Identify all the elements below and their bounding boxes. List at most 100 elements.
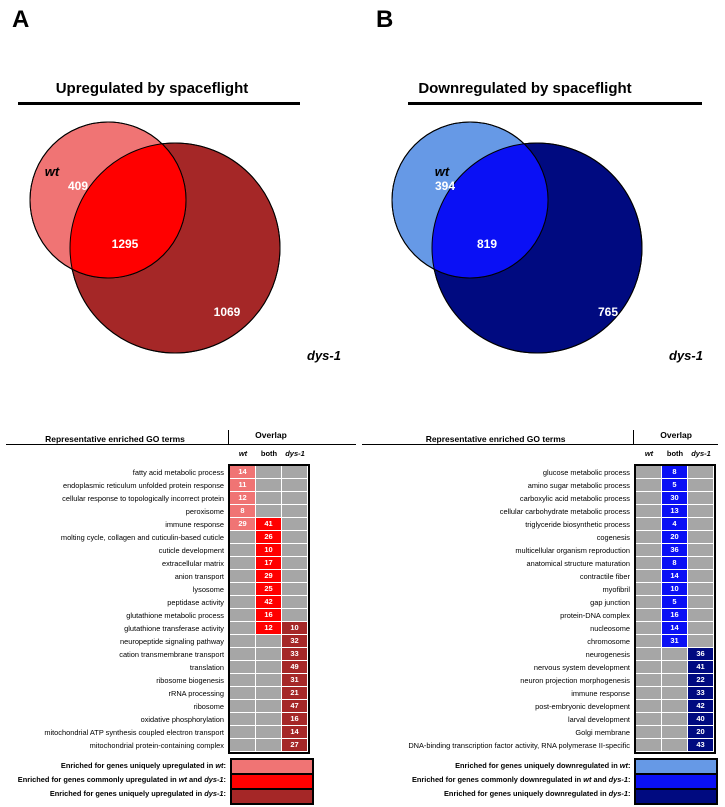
go-table-header: Representative enriched GO terms Overlap bbox=[362, 430, 718, 445]
overlap-cell: 8 bbox=[662, 557, 688, 570]
overlap-cell bbox=[256, 739, 282, 752]
table-row: 26 bbox=[230, 531, 308, 544]
legend-text-part: Enriched for genes commonly downregulate… bbox=[411, 775, 584, 784]
go-term-label: ribosome bbox=[193, 702, 224, 711]
overlap-cell: 33 bbox=[688, 687, 714, 700]
table-row: 21 bbox=[230, 687, 308, 700]
legend-text-part: : bbox=[223, 761, 226, 770]
legend-label: Enriched for genes commonly upregulated … bbox=[6, 773, 226, 787]
overlap-cell bbox=[256, 661, 282, 674]
overlap-cell bbox=[636, 570, 662, 583]
overlap-cell: 31 bbox=[662, 635, 688, 648]
legend-text-part: dys-1 bbox=[204, 775, 224, 784]
go-term-label: cellular response to topologically incor… bbox=[62, 494, 224, 503]
table-row: 47 bbox=[230, 700, 308, 713]
table-row: 12 10 bbox=[230, 622, 308, 635]
legend-text-part: dys-1 bbox=[608, 775, 628, 784]
panel-a-title-rule bbox=[18, 102, 300, 105]
overlap-cell bbox=[230, 700, 256, 713]
overlap-cell bbox=[688, 518, 714, 531]
overlap-cell bbox=[230, 531, 256, 544]
overlap-cell bbox=[256, 635, 282, 648]
overlap-cell bbox=[636, 466, 662, 479]
go-term-label: mitochondrial ATP synthesis coupled elec… bbox=[44, 728, 224, 737]
go-term-label: chromosome bbox=[587, 637, 630, 646]
legend-text-part: Enriched for genes uniquely downregulate… bbox=[455, 761, 620, 770]
legend-label: Enriched for genes uniquely upregulated … bbox=[6, 787, 226, 801]
overlap-cell bbox=[256, 687, 282, 700]
overlap-cell: 41 bbox=[256, 518, 282, 531]
legend-swatch bbox=[636, 760, 716, 775]
overlap-cell bbox=[230, 622, 256, 635]
legend-text-part: : bbox=[223, 789, 226, 798]
go-term-label: multicellular organism reproduction bbox=[515, 546, 630, 555]
overlap-cell bbox=[636, 713, 662, 726]
legend-text-part: wt bbox=[215, 761, 224, 770]
overlap-cell: 42 bbox=[256, 596, 282, 609]
venn-label-wt: wt bbox=[435, 164, 450, 179]
overlap-cell bbox=[256, 492, 282, 505]
go-term-label: immune response bbox=[571, 689, 630, 698]
venn-count-both: 1295 bbox=[112, 237, 139, 251]
overlap-cell: 10 bbox=[662, 583, 688, 596]
overlap-cell bbox=[282, 544, 308, 557]
go-term-label: neuron projection morphogenesis bbox=[520, 676, 630, 685]
overlap-cell: 30 bbox=[662, 492, 688, 505]
legend-labels: Enriched for genes uniquely downregulate… bbox=[362, 758, 634, 805]
go-term-label: neurogenesis bbox=[585, 650, 630, 659]
table-row: 40 bbox=[636, 713, 714, 726]
panel-b-go-table: Representative enriched GO terms Overlap w… bbox=[362, 430, 718, 805]
overlap-cell bbox=[636, 557, 662, 570]
overlap-cell bbox=[636, 492, 662, 505]
go-term-label: post-embryonic development bbox=[535, 702, 630, 711]
venn-label-dys1: dys-1 bbox=[307, 348, 341, 363]
overlap-cell: 42 bbox=[688, 700, 714, 713]
column-header-wt: wt bbox=[644, 449, 654, 458]
legend-labels: Enriched for genes uniquely upregulated … bbox=[6, 758, 230, 805]
overlap-cell: 41 bbox=[688, 661, 714, 674]
go-term-label: nucleosome bbox=[590, 624, 630, 633]
overlap-cell: 43 bbox=[688, 739, 714, 752]
table-row: 14 bbox=[230, 466, 308, 479]
overlap-cell bbox=[636, 596, 662, 609]
overlap-cell bbox=[282, 505, 308, 518]
legend-label: Enriched for genes uniquely downregulate… bbox=[362, 787, 630, 801]
overlap-cell: 26 bbox=[256, 531, 282, 544]
table-row: 22 bbox=[636, 674, 714, 687]
go-term-label: cogenesis bbox=[596, 533, 630, 542]
overlap-cell bbox=[636, 583, 662, 596]
table-row: 12 bbox=[230, 492, 308, 505]
overlap-cell bbox=[256, 479, 282, 492]
overlap-cell: 36 bbox=[662, 544, 688, 557]
column-header-both: both bbox=[260, 449, 278, 458]
overlap-cell: 16 bbox=[256, 609, 282, 622]
overlap-cell: 14 bbox=[662, 622, 688, 635]
go-term-label: glutathione transferase activity bbox=[124, 624, 224, 633]
overlap-column-headers: wt both dys-1 bbox=[362, 449, 718, 462]
overlap-cell: 40 bbox=[688, 713, 714, 726]
overlap-cell: 49 bbox=[282, 661, 308, 674]
table-row: 8 bbox=[230, 505, 308, 518]
venn-label-dys1: dys-1 bbox=[669, 348, 703, 363]
legend-text-part: Enriched for genes uniquely upregulated … bbox=[49, 789, 205, 798]
legend-label: Enriched for genes commonly downregulate… bbox=[362, 773, 631, 787]
table-row: 11 bbox=[230, 479, 308, 492]
table-row: 14 bbox=[636, 570, 714, 583]
overlap-cell bbox=[688, 479, 714, 492]
overlap-cell bbox=[282, 492, 308, 505]
legend-text-part: dys-1 bbox=[204, 789, 224, 798]
table-row: 8 bbox=[636, 466, 714, 479]
overlap-cell bbox=[688, 544, 714, 557]
terms-header: Representative enriched GO terms bbox=[45, 434, 185, 444]
overlap-cell: 20 bbox=[688, 726, 714, 739]
overlap-cell: 36 bbox=[688, 648, 714, 661]
legend-swatch bbox=[232, 775, 312, 790]
legend-swatch bbox=[232, 790, 312, 803]
legend-text-part: wt bbox=[619, 761, 628, 770]
overlap-cell bbox=[230, 583, 256, 596]
overlap-cell: 27 bbox=[282, 739, 308, 752]
table-row: 16 bbox=[230, 609, 308, 622]
legend-text-part: : bbox=[627, 789, 631, 798]
overlap-cell bbox=[636, 661, 662, 674]
overlap-cell: 31 bbox=[282, 674, 308, 687]
